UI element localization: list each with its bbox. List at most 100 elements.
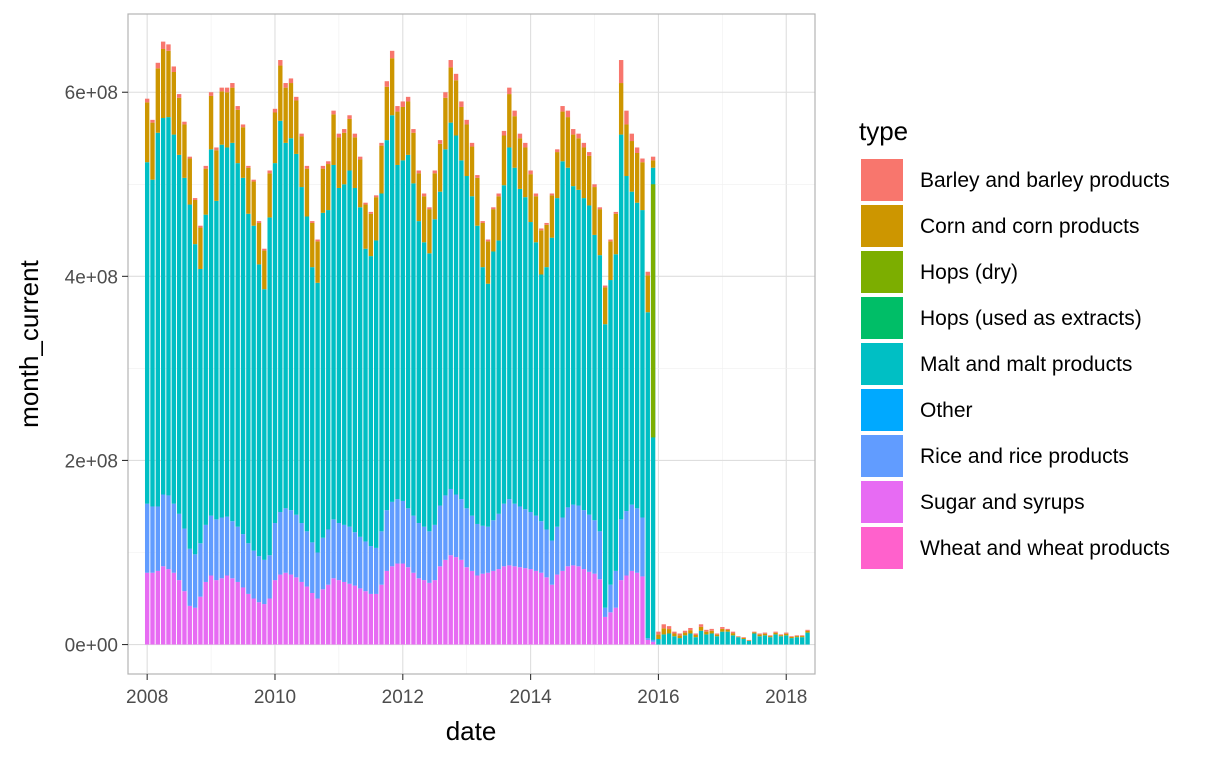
bar-segment-rice-and-rice-products: [405, 508, 411, 568]
bar-segment-corn-and-corn-products: [214, 150, 219, 201]
bar-segment-malt-and-malt-products: [235, 163, 240, 527]
bar-segment-rice-and-rice-products: [576, 505, 581, 567]
bars: [144, 41, 810, 645]
bar-segment-malt-and-malt-products: [629, 191, 634, 505]
bar-segment-corn-and-corn-products: [267, 173, 272, 218]
bar-segment-corn-and-corn-products: [246, 167, 251, 214]
bar-segment-barley-and-barley-products: [533, 193, 539, 197]
bar-segment-sugar-and-syrups: [235, 581, 240, 645]
bar-segment-barley-and-barley-products: [560, 106, 565, 112]
bar-segment-corn-and-corn-products: [176, 97, 182, 155]
bar-segment-barley-and-barley-products: [773, 631, 778, 633]
bar-segment-barley-and-barley-products: [246, 165, 251, 168]
bar-segment-corn-and-corn-products: [235, 109, 240, 164]
bar-segment-malt-and-malt-products: [501, 185, 507, 504]
legend-key: [861, 481, 903, 523]
bar-segment-malt-and-malt-products: [640, 210, 645, 518]
bar-segment-rice-and-rice-products: [251, 550, 256, 599]
bar-segment-rice-and-rice-products: [650, 639, 656, 642]
bar-segment-corn-and-corn-products: [789, 636, 794, 639]
bar-segment-malt-and-malt-products: [400, 160, 405, 501]
bar-segment-rice-and-rice-products: [358, 536, 363, 589]
bar-segment-malt-and-malt-products: [736, 637, 741, 645]
bar-segment-sugar-and-syrups: [453, 557, 459, 645]
bar-segment-barley-and-barley-products: [682, 630, 688, 633]
bar-segment-corn-and-corn-products: [741, 637, 746, 640]
bar-segment-barley-and-barley-products: [496, 193, 501, 197]
bar-segment-malt-and-malt-products: [219, 144, 224, 518]
bar-segment-rice-and-rice-products: [182, 528, 187, 592]
bar-segment-rice-and-rice-products: [219, 517, 224, 579]
bar-segment-rice-and-rice-products: [176, 513, 182, 581]
legend-label: Barley and barley products: [920, 169, 1170, 192]
bar-segment-barley-and-barley-products: [352, 133, 358, 138]
bar-segment-barley-and-barley-products: [272, 108, 278, 113]
bar-segment-corn-and-corn-products: [560, 111, 565, 162]
bar-segment-corn-and-corn-products: [752, 632, 757, 634]
bar-segment-corn-and-corn-products: [592, 187, 597, 235]
bar-segment-malt-and-malt-products: [405, 154, 411, 509]
bar-segment-sugar-and-syrups: [469, 570, 475, 645]
bar-segment-sugar-and-syrups: [523, 568, 528, 645]
plot-border: [127, 13, 816, 675]
bar-segment-barley-and-barley-products: [480, 221, 485, 223]
bar-segment-rice-and-rice-products: [208, 515, 214, 576]
bar-segment-corn-and-corn-products: [373, 197, 379, 241]
bar-segment-sugar-and-syrups: [411, 572, 416, 645]
legend-label: Rice and rice products: [920, 445, 1129, 468]
bar-segment-rice-and-rice-products: [288, 510, 294, 575]
bar-segment-barley-and-barley-products: [650, 156, 656, 161]
bar-segment-malt-and-malt-products: [597, 255, 603, 532]
bar-segment-corn-and-corn-products: [730, 633, 736, 636]
bar-segment-malt-and-malt-products: [336, 187, 342, 524]
bar-segment-barley-and-barley-products: [421, 193, 427, 197]
y-tick-label: 0e+00: [65, 636, 118, 657]
legend-label: Corn and corn products: [920, 215, 1139, 238]
bar-segment-malt-and-malt-products: [773, 634, 778, 645]
bar-segment-barley-and-barley-products: [288, 78, 294, 84]
bar-segment-barley-and-barley-products: [469, 142, 475, 147]
bar-segment-sugar-and-syrups: [267, 598, 272, 645]
bar-segment-barley-and-barley-products: [363, 202, 368, 205]
bar-segment-rice-and-rice-products: [160, 494, 166, 567]
bar-segment-barley-and-barley-products: [224, 87, 230, 93]
bar-segment-rice-and-rice-products: [331, 519, 336, 579]
bar-segment-rice-and-rice-products: [299, 523, 304, 582]
bar-segment-corn-and-corn-products: [203, 168, 208, 215]
bar-segment-barley-and-barley-products: [171, 66, 176, 72]
bar-segment-corn-and-corn-products: [768, 636, 773, 638]
bar-segment-rice-and-rice-products: [544, 529, 549, 578]
bar-segment-barley-and-barley-products: [411, 129, 416, 133]
x-tick-label: 2008: [126, 687, 168, 708]
bar-segment-sugar-and-syrups: [448, 555, 453, 645]
bar-segment-barley-and-barley-products: [501, 130, 507, 136]
bar-segment-sugar-and-syrups: [203, 581, 208, 645]
bar-segment-corn-and-corn-products: [507, 94, 512, 148]
bar-segment-barley-and-barley-products: [214, 147, 219, 151]
bar-segment-barley-and-barley-products: [592, 184, 597, 188]
bar-segment-corn-and-corn-products: [278, 65, 283, 121]
bar-segment-rice-and-rice-products: [528, 511, 533, 570]
bar-segment-corn-and-corn-products: [597, 209, 603, 256]
bar-segment-barley-and-barley-products: [368, 211, 374, 214]
bar-segment-rice-and-rice-products: [555, 526, 560, 575]
bar-segment-barley-and-barley-products: [384, 81, 390, 87]
bar-segment-malt-and-malt-products: [491, 251, 496, 521]
bar-segment-corn-and-corn-products: [805, 630, 810, 633]
bar-segment-barley-and-barley-products: [395, 106, 400, 112]
bar-segment-corn-and-corn-products: [672, 633, 677, 637]
bar-segment-corn-and-corn-products: [528, 174, 533, 223]
bar-segment-corn-and-corn-products: [294, 100, 299, 154]
bar-segment-malt-and-malt-products: [315, 282, 320, 553]
bar-segment-barley-and-barley-products: [208, 92, 214, 96]
bar-segment-malt-and-malt-products: [384, 140, 390, 511]
bar-segment-malt-and-malt-products: [800, 637, 805, 645]
bar-segment-malt-and-malt-products: [602, 324, 608, 608]
bar-segment-corn-and-corn-products: [469, 146, 475, 197]
bar-segment-malt-and-malt-products: [320, 212, 326, 538]
bar-segment-sugar-and-syrups: [230, 578, 235, 645]
bar-segment-corn-and-corn-products: [736, 636, 741, 638]
bar-segment-corn-and-corn-products: [512, 116, 517, 168]
bar-segment-sugar-and-syrups: [395, 563, 400, 645]
x-tick-label: 2016: [637, 687, 679, 708]
